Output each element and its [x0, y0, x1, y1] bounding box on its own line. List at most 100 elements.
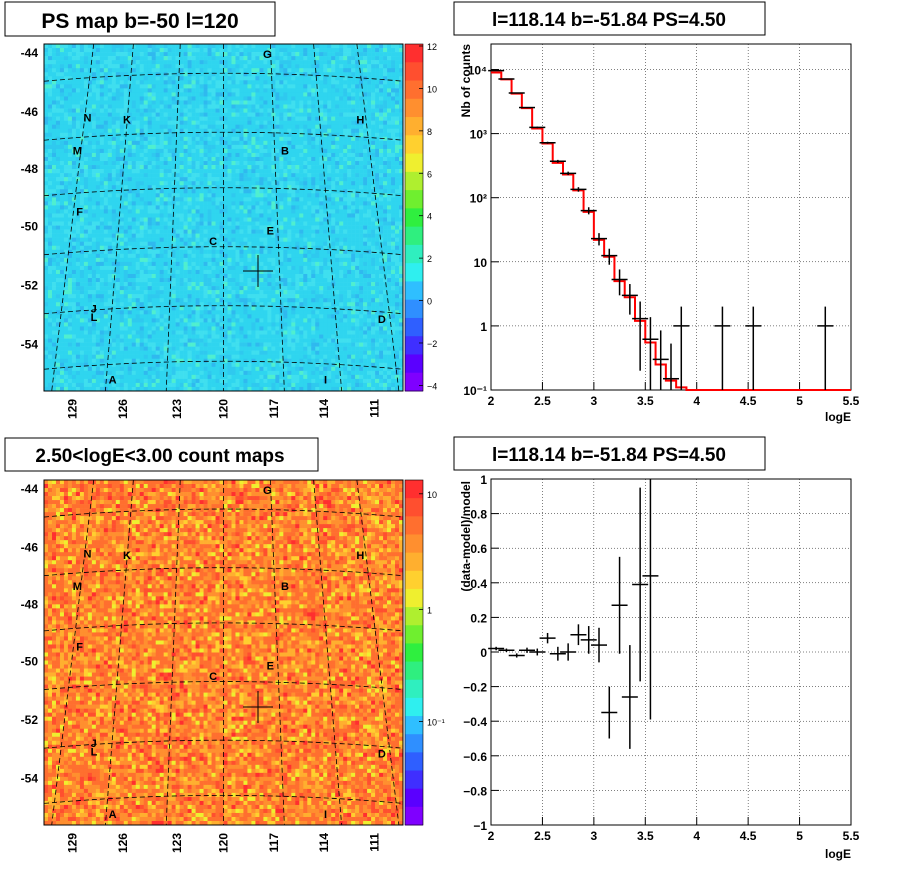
latitude-line [43, 567, 404, 577]
source-label-k: K [123, 114, 131, 126]
spectrum-panel: l=118.14 b=-51.84 PS=4.50 2 2.5 3 3.5 4 4.5 5 5… [453, 1, 860, 424]
residual-data-point [632, 487, 649, 682]
latitude-line [43, 360, 404, 370]
colorbar-segment [405, 607, 423, 626]
source-label-b: B [281, 146, 289, 158]
x-tick-label: 117 [267, 833, 281, 853]
source-label-e: E [267, 660, 274, 672]
colorbar-segment [405, 679, 423, 699]
spectrum-x-tick-label: 2.5 [534, 394, 551, 408]
residual-data-point [519, 647, 535, 653]
colorbar-segment [405, 570, 423, 590]
x-tick-label: 111 [367, 399, 381, 418]
spectrum-x-tick-label: 4 [693, 394, 700, 408]
x-tick-label: 114 [317, 399, 331, 419]
source-label-c: C [209, 236, 217, 248]
map-bottom-coordinate-grid [43, 479, 404, 826]
colorbar-segment [405, 770, 423, 790]
residual-y-tick-label: −1 [473, 819, 487, 833]
spectrum-y-tick-label: 10⁴ [468, 64, 487, 78]
source-label-l: L [91, 747, 98, 759]
map-top-heatmap [44, 44, 404, 392]
spectrum-data-point [498, 78, 515, 80]
latitude-line [43, 305, 404, 315]
longitude-line [356, 479, 400, 826]
x-tick-label: 126 [116, 399, 130, 419]
colorbar-segment [405, 806, 423, 826]
y-tick-label: -50 [21, 654, 39, 668]
spectrum-data-point [549, 159, 566, 163]
longitude-line [313, 43, 343, 392]
longitude-line [313, 479, 343, 826]
source-label-j: J [91, 304, 97, 316]
colorbar-segment [405, 643, 423, 663]
y-tick-label: -50 [21, 219, 39, 233]
map-top-title: PS map b=-50 l=120 [41, 10, 238, 33]
residual-x-tick-label: 4 [693, 829, 700, 843]
longitude-line [165, 43, 181, 392]
y-tick-label: -46 [21, 105, 39, 119]
colorbar-segment [405, 117, 423, 136]
residual-y-tick-label: −0.6 [463, 750, 487, 764]
source-label-g: G [263, 49, 272, 61]
map-bottom-panel: 2.50<logE<3.00 count maps 10 1 10⁻¹ -44 -46… [4, 437, 445, 853]
residual-title: l=118.14 b=-51.84 PS=4.50 [492, 445, 726, 466]
spectrum-y-tick-label: 10² [470, 192, 487, 206]
spectrum-data-point [591, 233, 607, 246]
residual-data-point [611, 556, 628, 654]
source-label-a: A [109, 809, 117, 821]
spectrum-data-point [642, 317, 659, 390]
spectrum-data-point [529, 126, 546, 129]
spectrum-data-point [673, 306, 690, 390]
residual-data-point [529, 648, 546, 656]
y-tick-label: -44 [21, 46, 39, 60]
colorbar-segment [405, 299, 423, 319]
spectrum-x-tick-label: 5.5 [843, 394, 860, 408]
colorbar-segment [405, 625, 423, 644]
map-bottom-axis-labels: -44 -46 -48 -50 -52 -54 129 126 123 120 117 114 111 [21, 482, 382, 853]
map-top-source-labels: G N K H M B F E C JL D A I [73, 49, 386, 386]
residual-data-point [549, 646, 566, 661]
colorbar-segment [405, 788, 423, 808]
colorbar-tick-label: 10 [427, 84, 437, 94]
spectrum-y-tick-label: 10³ [470, 128, 487, 142]
x-tick-label: 123 [170, 399, 184, 419]
longitude-line [269, 43, 285, 392]
spectrum-y-axis-label: Nb of counts [459, 44, 473, 118]
source-label-e: E [267, 225, 274, 237]
colorbar-tick-label: 10⁻¹ [427, 718, 445, 728]
spectrum-data-point [560, 171, 577, 176]
spectrum-data-point [508, 92, 525, 94]
colorbar-tick-label: −2 [427, 339, 437, 349]
x-tick-label: 120 [217, 399, 231, 419]
residual-data-point [539, 632, 556, 644]
spectrum-y-tick-label: 10⁻¹ [463, 384, 487, 398]
colorbar-segment [405, 752, 423, 772]
colorbar-segment [405, 44, 423, 63]
colorbar-tick-label: 0 [427, 297, 432, 307]
colorbar-segment [405, 552, 423, 572]
spectrum-data-point [652, 330, 669, 390]
colorbar-segment [405, 226, 423, 246]
spectrum-x-tick-label: 2 [488, 394, 495, 408]
colorbar-tick-label: 12 [427, 42, 437, 52]
colorbar-tick-label: −4 [427, 381, 437, 391]
residual-x-tick-label: 3 [591, 829, 598, 843]
colorbar-segment [405, 534, 423, 554]
colorbar-segment [405, 281, 423, 301]
colorbar-segment [405, 336, 423, 355]
spectrum-data-point [663, 343, 679, 390]
map-bottom-heatmap [44, 480, 404, 826]
residual-y-tick-label: 0 [480, 646, 487, 660]
colorbar-segment [405, 171, 423, 191]
source-label-m: M [73, 581, 82, 593]
y-tick-label: -52 [21, 713, 39, 727]
colorbar-segment [405, 98, 423, 118]
residual-panel: l=118.14 b=-51.84 PS=4.50 2 2.5 3 3.5 4 4.5 5 5… [453, 436, 860, 861]
source-label-n: N [83, 113, 91, 125]
residual-y-tick-label: −0.2 [463, 681, 487, 695]
spectrum-x-tick-label: 5 [796, 394, 803, 408]
colorbar-segment [405, 80, 423, 100]
residual-plot: 2 2.5 3 3.5 4 4.5 5 5.5 −1 −0.8 −0.6 −0.4 −0.2 0 0.2 0.… [459, 473, 860, 861]
